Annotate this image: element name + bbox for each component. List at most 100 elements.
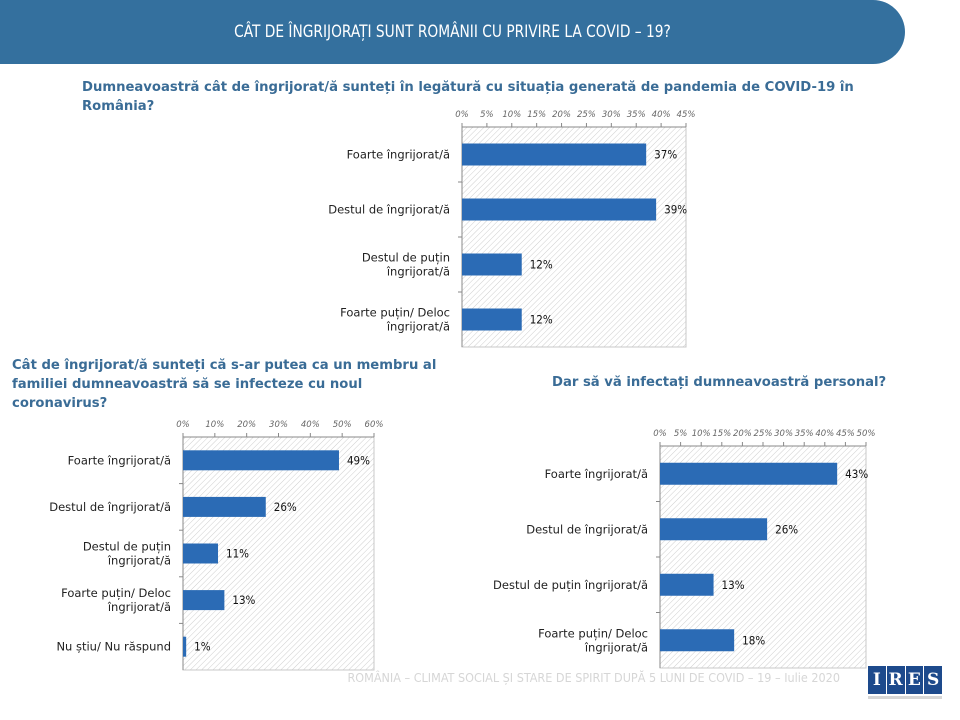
bar bbox=[660, 629, 735, 652]
bar bbox=[183, 450, 339, 471]
data-label: 37% bbox=[654, 148, 677, 162]
x-tick-label: 0% bbox=[176, 420, 190, 430]
data-label: 13% bbox=[232, 593, 255, 607]
category-label-line: Foarte puțin/ Deloc bbox=[61, 586, 171, 600]
chart-3: 0% 5% 10% 15% 20% 25% 30% 35% 40% 45% 50% 43% Foarte… bbox=[493, 429, 876, 669]
data-label: 26% bbox=[274, 500, 297, 514]
x-tick-label: 30% bbox=[602, 110, 621, 120]
x-tick-label: 45% bbox=[677, 110, 696, 120]
chart-2: 0% 10% 20% 30% 40% 50% 60% 49% Foarte îngrijorat… bbox=[49, 420, 384, 671]
x-tick-label: 20% bbox=[733, 429, 752, 439]
data-label: 1% bbox=[194, 640, 211, 654]
category-label-line: îngrijorat/ă bbox=[107, 600, 171, 614]
logo-letter: R bbox=[886, 666, 905, 694]
chart-3-title: Dar să vă infectați dumneavoastră person… bbox=[552, 375, 887, 390]
header-banner bbox=[0, 0, 905, 64]
footer-text: ROMÂNIA – CLIMAT SOCIAL ȘI STARE DE SPIR… bbox=[347, 670, 840, 685]
category-label: Destul de puțin îngrijorat/ă bbox=[83, 540, 171, 568]
chart-1-title: Dumneavoastră cât de îngrijorat/ă sunteț… bbox=[82, 80, 854, 114]
data-label: 43% bbox=[845, 467, 868, 481]
x-tick-label: 10% bbox=[502, 110, 521, 120]
x-tick-label: 35% bbox=[795, 429, 814, 439]
x-tick-label: 5% bbox=[480, 110, 494, 120]
x-tick-label: 30% bbox=[269, 420, 288, 430]
category-label-line: Destul de îngrijorat/ă bbox=[328, 203, 450, 217]
x-tick-label: 20% bbox=[552, 110, 571, 120]
data-label: 49% bbox=[347, 453, 370, 467]
bar bbox=[183, 496, 266, 517]
category-label-line: Destul de puțin bbox=[362, 251, 450, 265]
category-label: Nu știu/ Nu răspund bbox=[56, 640, 171, 654]
category-label: Destul de puțin îngrijorat/ă bbox=[362, 251, 450, 279]
page-title: CÂT DE ÎNGRIJORAȚI SUNT ROMÂNII CU PRIVI… bbox=[234, 22, 671, 42]
category-label-line: Foarte îngrijorat/ă bbox=[545, 467, 648, 481]
chart-2-title: Cât de îngrijorat/ă sunteți că s-ar pute… bbox=[12, 358, 437, 411]
category-label: Foarte îngrijorat/ă bbox=[347, 148, 450, 162]
category-label: Destul de îngrijorat/ă bbox=[328, 203, 450, 217]
category-label: Destul de îngrijorat/ă bbox=[526, 522, 648, 536]
data-label: 12% bbox=[530, 258, 553, 272]
category-label: Foarte îngrijorat/ă bbox=[68, 453, 171, 467]
data-label: 12% bbox=[530, 313, 553, 327]
x-tick-label: 10% bbox=[205, 420, 224, 430]
x-tick-label: 50% bbox=[857, 429, 876, 439]
bar bbox=[462, 308, 522, 331]
bar bbox=[660, 462, 838, 485]
category-label: Destul de îngrijorat/ă bbox=[49, 500, 171, 514]
x-tick-label: 45% bbox=[836, 429, 855, 439]
category-label-line: îngrijorat/ă bbox=[584, 640, 648, 654]
bar bbox=[183, 636, 187, 657]
ires-logo: I R E S bbox=[868, 666, 942, 694]
x-tick-label: 30% bbox=[774, 429, 793, 439]
x-tick-label: 5% bbox=[674, 429, 688, 439]
category-label-line: Destul de puțin îngrijorat/ă bbox=[493, 578, 648, 592]
category-label-line: Destul de puțin bbox=[83, 540, 171, 554]
category-label-line: Destul de îngrijorat/ă bbox=[49, 500, 171, 514]
x-tick-label: 35% bbox=[627, 110, 646, 120]
x-tick-label: 25% bbox=[754, 429, 773, 439]
x-tick-label: 20% bbox=[237, 420, 256, 430]
x-tick-label: 25% bbox=[577, 110, 596, 120]
logo-letter: E bbox=[905, 666, 924, 694]
bar bbox=[462, 253, 522, 276]
category-label-line: Foarte îngrijorat/ă bbox=[68, 453, 171, 467]
category-label-line: îngrijorat/ă bbox=[107, 554, 171, 568]
data-label: 26% bbox=[775, 522, 798, 536]
bar bbox=[462, 143, 647, 166]
x-tick-label: 40% bbox=[301, 420, 320, 430]
category-label-line: Nu știu/ Nu răspund bbox=[56, 640, 171, 654]
x-tick-label: 15% bbox=[712, 429, 731, 439]
x-tick-label: 0% bbox=[653, 429, 667, 439]
category-label-line: Foarte îngrijorat/ă bbox=[347, 148, 450, 162]
category-label: Foarte îngrijorat/ă bbox=[545, 467, 648, 481]
bar bbox=[660, 518, 768, 541]
data-label: 39% bbox=[664, 203, 687, 217]
logo-subtitle bbox=[868, 696, 942, 699]
x-tick-label: 10% bbox=[692, 429, 711, 439]
x-tick-label: 40% bbox=[652, 110, 671, 120]
chart-1: 0% 5% 10% 15% 20% 25% 30% 35% 40% 45% 37% Foarte în… bbox=[328, 110, 696, 348]
x-tick-label: 0% bbox=[455, 110, 469, 120]
x-tick-label: 60% bbox=[365, 420, 384, 430]
category-label-line: Foarte puțin/ Deloc bbox=[340, 306, 450, 320]
category-label: Foarte puțin/ Deloc îngrijorat/ă bbox=[538, 626, 648, 654]
bar bbox=[462, 198, 657, 221]
x-tick-label: 40% bbox=[815, 429, 834, 439]
x-tick-label: 15% bbox=[527, 110, 546, 120]
data-label: 13% bbox=[722, 578, 745, 592]
category-label: Destul de puțin îngrijorat/ă bbox=[493, 578, 648, 592]
data-label: 18% bbox=[742, 633, 765, 647]
x-tick-label: 50% bbox=[333, 420, 352, 430]
category-label: Foarte puțin/ Deloc îngrijorat/ă bbox=[340, 306, 450, 334]
data-label: 11% bbox=[226, 547, 249, 561]
category-label-line: Destul de îngrijorat/ă bbox=[526, 522, 648, 536]
logo-letter: I bbox=[868, 666, 886, 694]
bar bbox=[183, 590, 225, 611]
category-label-line: îngrijorat/ă bbox=[386, 265, 450, 279]
category-label-line: Foarte puțin/ Deloc bbox=[538, 626, 648, 640]
category-label-line: îngrijorat/ă bbox=[386, 320, 450, 334]
bar bbox=[183, 543, 219, 564]
logo-letter: S bbox=[924, 666, 942, 694]
bar bbox=[660, 573, 714, 596]
